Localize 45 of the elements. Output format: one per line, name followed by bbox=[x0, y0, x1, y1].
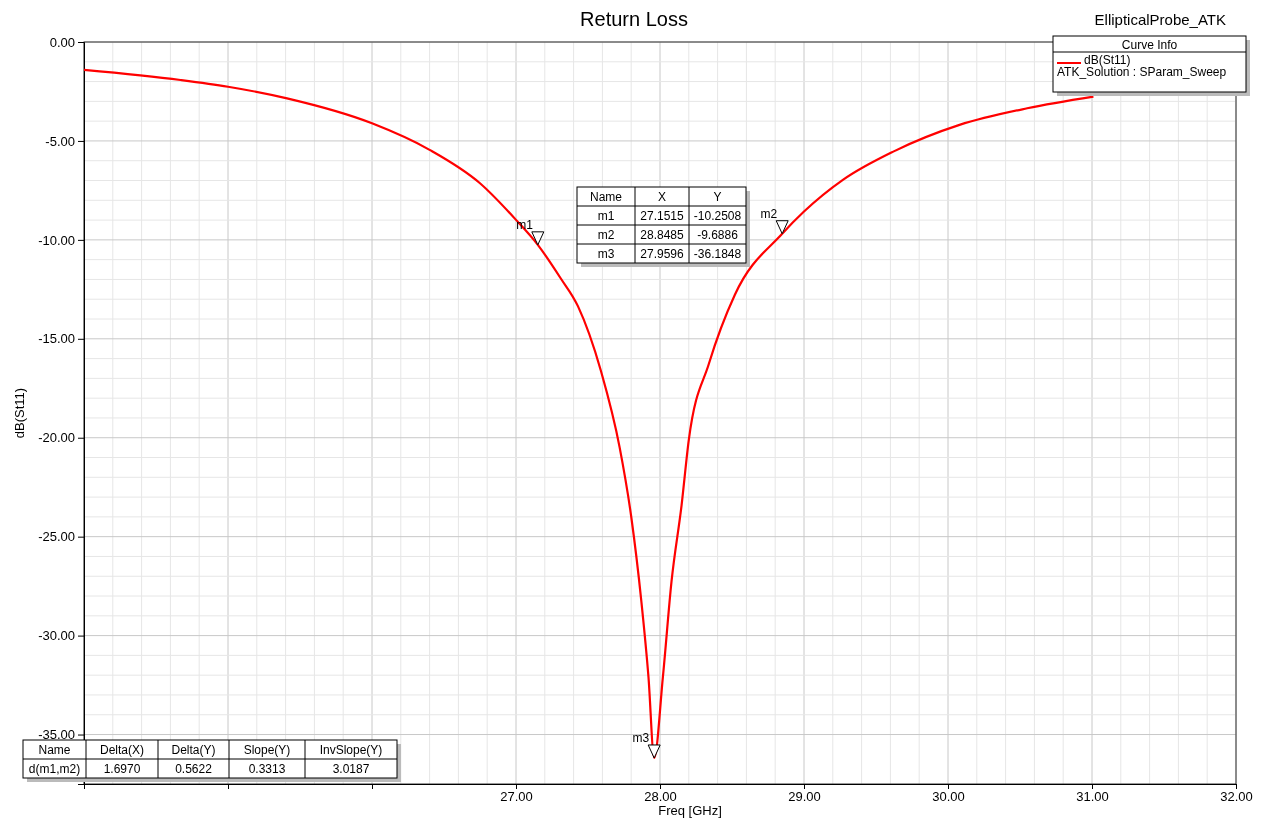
y-axis-title: dB(St11) bbox=[12, 387, 27, 439]
x-tick-label: 32.00 bbox=[1220, 789, 1253, 805]
text: d(m1,m2) bbox=[28, 762, 81, 776]
annotation: 3.0187 bbox=[332, 762, 370, 776]
annotation: m2 bbox=[760, 206, 778, 221]
annotation: Delta(Y) bbox=[171, 743, 216, 757]
annotation: 27.1515 bbox=[640, 209, 685, 223]
y-tick-label: -5.00 bbox=[45, 133, 75, 149]
y-tick-label: -35.00 bbox=[38, 727, 75, 743]
annotation: m3 bbox=[632, 730, 650, 745]
annotation: 0.5622 bbox=[175, 762, 213, 776]
annotation: m3 bbox=[597, 247, 615, 261]
text: EllipticalProbe_ATK bbox=[1094, 11, 1226, 28]
y-tick-label: -15.00 bbox=[38, 331, 75, 347]
annotation: -36.1848 bbox=[693, 247, 742, 261]
x-tick-label: 30.00 bbox=[932, 789, 965, 805]
x-tick-label: 27.00 bbox=[500, 789, 533, 805]
x-axis-title: Freq [GHz] bbox=[658, 803, 722, 818]
annotation: Name bbox=[589, 190, 623, 204]
chart-title: Return Loss bbox=[580, 8, 688, 30]
x-tick-label: 31.00 bbox=[1076, 789, 1109, 805]
annotation: -9.6886 bbox=[697, 228, 739, 242]
x-tick-label: 28.00 bbox=[644, 789, 677, 805]
legend-label: dB(St11) bbox=[1084, 53, 1131, 67]
annotation: m1 bbox=[597, 209, 615, 223]
y-tick-label: -10.00 bbox=[38, 232, 75, 248]
annotation: 0.3313 bbox=[248, 762, 286, 776]
x-tick-label: 29.00 bbox=[788, 789, 821, 805]
annotation: 1.6970 bbox=[103, 762, 141, 776]
text: Name bbox=[38, 743, 71, 757]
annotation: 28.8485 bbox=[640, 228, 685, 242]
y-tick-label: -20.00 bbox=[38, 430, 75, 446]
y-tick-label: -30.00 bbox=[38, 628, 75, 644]
annotation: Y bbox=[713, 190, 722, 204]
annotation: X bbox=[657, 190, 667, 204]
legend-title: Curve Info bbox=[1121, 38, 1178, 52]
annotation: m2 bbox=[597, 228, 615, 242]
y-tick-label: -25.00 bbox=[38, 529, 75, 545]
annotation: Slope(Y) bbox=[243, 743, 291, 757]
y-tick-label: 0.00 bbox=[49, 34, 75, 50]
annotation: Delta(X) bbox=[99, 743, 145, 757]
annotation: ATK_Solution : SParam_Sweep bbox=[1057, 65, 1227, 79]
annotation: -10.2508 bbox=[693, 209, 742, 223]
annotation: 27.9596 bbox=[640, 247, 685, 261]
annotation: InvSlope(Y) bbox=[319, 743, 383, 757]
